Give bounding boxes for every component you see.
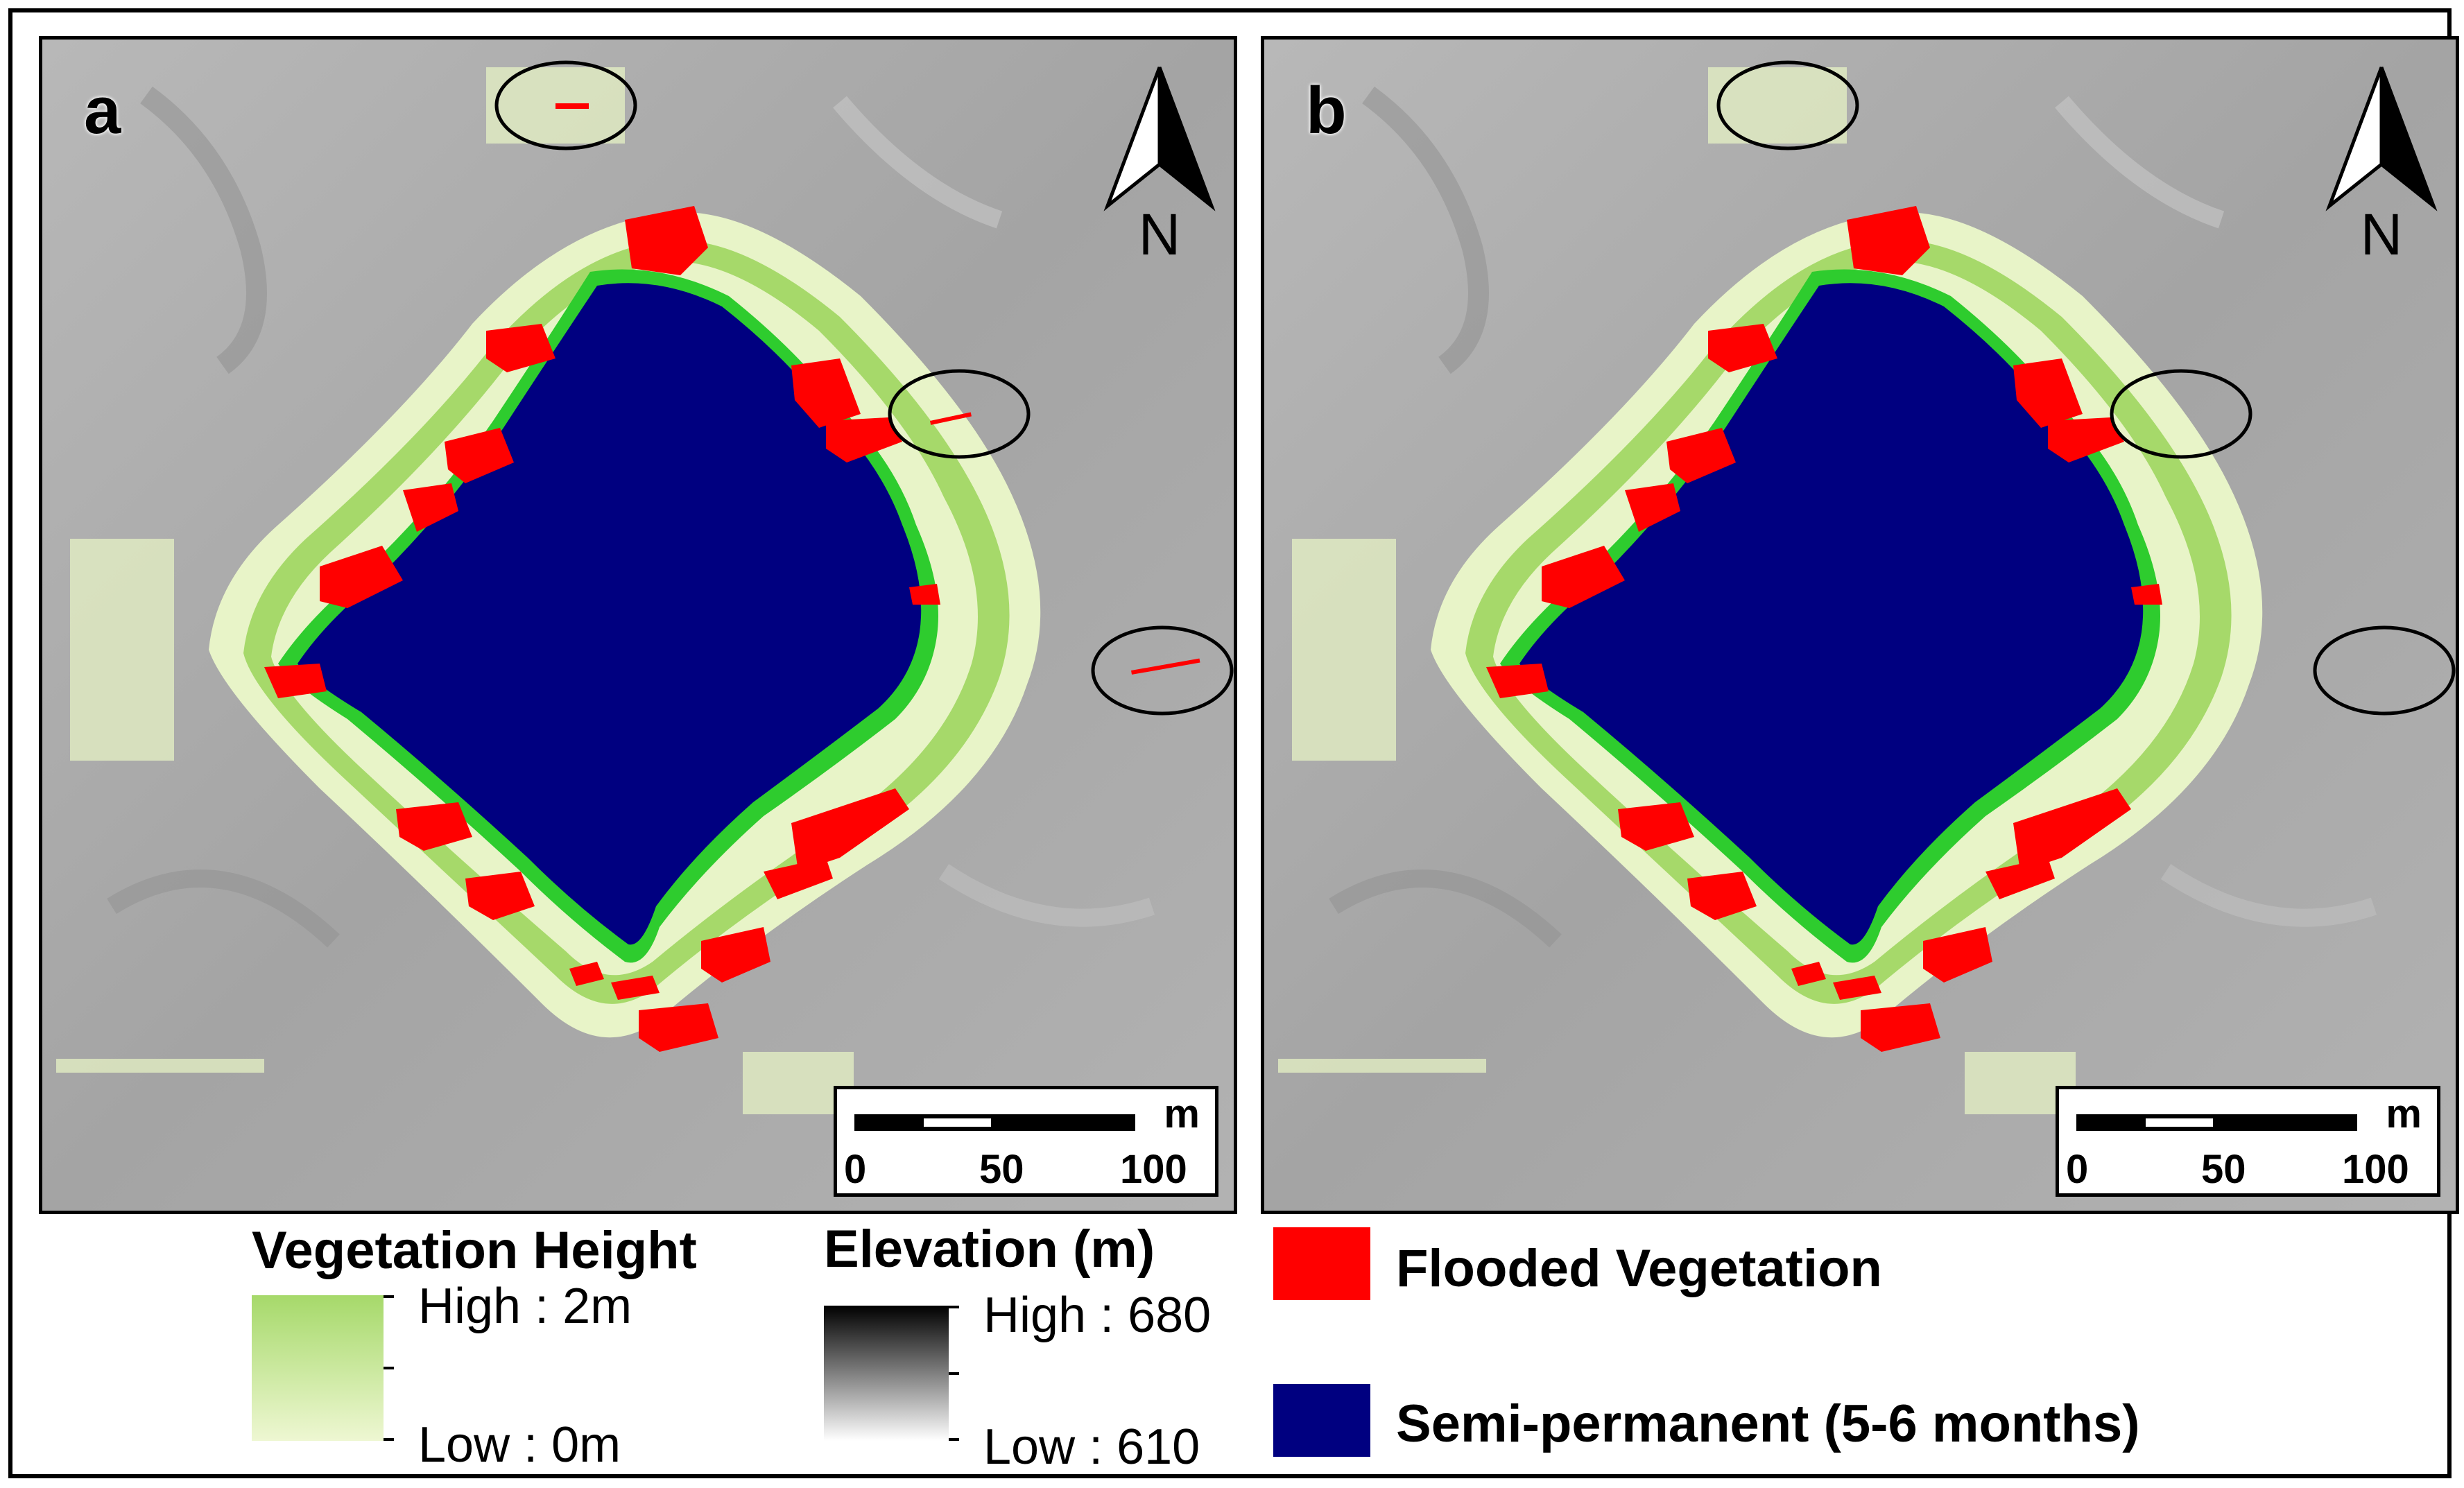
- scale-bar: m 0 50 100: [2056, 1086, 2440, 1197]
- north-label: N: [1138, 202, 1181, 267]
- terrain-ridge: [833, 96, 1003, 229]
- flooded-patch: [639, 1003, 718, 1052]
- flooded-patch: [1861, 1003, 1940, 1052]
- elevation-ramp: [824, 1306, 959, 1441]
- scale-unit: m: [1164, 1091, 1200, 1136]
- flooded-vegetation-patches: [264, 103, 1200, 1052]
- flooded-patch: [764, 858, 833, 899]
- highlight-circle: [1716, 60, 1859, 150]
- flooded-patch: [701, 927, 770, 983]
- scale-tick: 100: [1120, 1147, 1187, 1192]
- flooded-vegetation-label: Flooded Vegetation: [1396, 1239, 1882, 1298]
- flooded-patch: [791, 358, 861, 428]
- scale-unit: m: [2386, 1091, 2422, 1136]
- flooded-patch: [1833, 976, 1881, 1000]
- elevation-high-label: High : 680: [983, 1288, 1212, 1343]
- flooded-patch: [1666, 428, 1736, 483]
- terrain-ridge: [107, 870, 340, 948]
- map-b-canvas: [1264, 40, 2456, 1211]
- terrain-ridge: [140, 86, 267, 374]
- flooded-patch: [555, 103, 589, 109]
- sparse-vegetation: [56, 67, 854, 1114]
- terrain-ridge: [938, 864, 1155, 927]
- flooded-patch: [1923, 927, 1992, 983]
- highlight-circle: [2313, 625, 2456, 716]
- north-arrow-icon: [1103, 67, 1216, 211]
- flooded-patch: [2013, 788, 2131, 872]
- semi-permanent-label: Semi-permanent (5-6 months): [1396, 1394, 2140, 1453]
- semi-permanent-swatch: [1273, 1384, 1370, 1457]
- flooded-patch: [1542, 546, 1625, 608]
- flooded-patch: [1687, 872, 1757, 920]
- scale-bar-graphic: [854, 1114, 1135, 1131]
- flooded-patch: [909, 584, 940, 605]
- flooded-patch: [2048, 417, 2124, 462]
- flooded-patch: [264, 664, 327, 698]
- flooded-patch: [465, 872, 535, 920]
- terrain-ridge: [2160, 864, 2377, 927]
- flooded-patch: [930, 412, 972, 425]
- flooded-patch: [403, 483, 458, 532]
- flooded-patch: [625, 206, 708, 275]
- highlight-circles: [1716, 60, 2456, 716]
- terrain-ridge: [1329, 870, 1562, 948]
- flooded-patch: [320, 546, 403, 608]
- flooded-patch: [1847, 206, 1930, 275]
- flooded-patch: [1486, 664, 1549, 698]
- flooded-patch: [611, 976, 660, 1000]
- highlight-circle: [494, 60, 637, 150]
- flooded-patch: [2013, 358, 2083, 428]
- vegetation-height-ramp: [252, 1295, 394, 1441]
- flooded-patch: [445, 428, 514, 483]
- flooded-patch: [1131, 658, 1200, 675]
- flooded-patch: [1708, 324, 1777, 372]
- flooded-patch: [1791, 962, 1826, 986]
- scale-bar: m 0 50 100: [834, 1086, 1218, 1197]
- flooded-vegetation-patches: [1486, 206, 2162, 1052]
- scale-bar-graphic: [2076, 1114, 2357, 1131]
- scale-tick: 0: [2066, 1147, 2089, 1192]
- elevation-low-label: Low : 610: [983, 1419, 1200, 1475]
- map-panel-a: a N m 0 50 100: [39, 36, 1237, 1214]
- highlight-circles: [494, 60, 1234, 716]
- north-arrow: N: [1101, 60, 1218, 268]
- flooded-patch: [1618, 802, 1694, 851]
- highlight-circle: [888, 369, 1031, 459]
- north-arrow-icon: [2325, 67, 2438, 211]
- flooded-patch: [2131, 584, 2162, 605]
- north-arrow: N: [2323, 60, 2440, 268]
- flooded-patch: [1625, 483, 1680, 532]
- scale-tick: 100: [2342, 1147, 2409, 1192]
- flooded-patch: [826, 417, 902, 462]
- flooded-vegetation-swatch: [1273, 1227, 1370, 1300]
- flooded-patch: [486, 324, 555, 372]
- flooded-patch: [1985, 858, 2055, 899]
- flooded-patch: [396, 802, 472, 851]
- scale-tick: 50: [979, 1147, 1024, 1192]
- vegetation-height-title: Vegetation Height: [252, 1221, 697, 1280]
- highlight-circle: [2110, 369, 2252, 459]
- flooded-patch: [791, 788, 909, 872]
- scale-tick: 0: [844, 1147, 867, 1192]
- sparse-vegetation: [1278, 67, 2076, 1114]
- vegetation-low-label: Low : 0m: [418, 1417, 621, 1473]
- highlight-circle: [1091, 625, 1234, 716]
- figure-frame: a N m 0 50 100: [8, 8, 2459, 1478]
- panel-letter: a: [84, 73, 121, 148]
- north-label: N: [2360, 202, 2403, 267]
- panel-letter: b: [1306, 73, 1347, 148]
- vegetation-high-label: High : 2m: [418, 1279, 632, 1334]
- semi-permanent-water: [298, 283, 922, 945]
- terrain-ridge: [1362, 86, 1489, 374]
- flooded-patch: [569, 962, 604, 986]
- map-a-canvas: [42, 40, 1234, 1211]
- terrain-ridge: [2055, 96, 2225, 229]
- scale-tick: 50: [2201, 1147, 2246, 1192]
- semi-permanent-water: [1519, 283, 2144, 945]
- elevation-title: Elevation (m): [824, 1220, 1155, 1279]
- map-panel-b: b N m 0 50 100: [1261, 36, 2459, 1214]
